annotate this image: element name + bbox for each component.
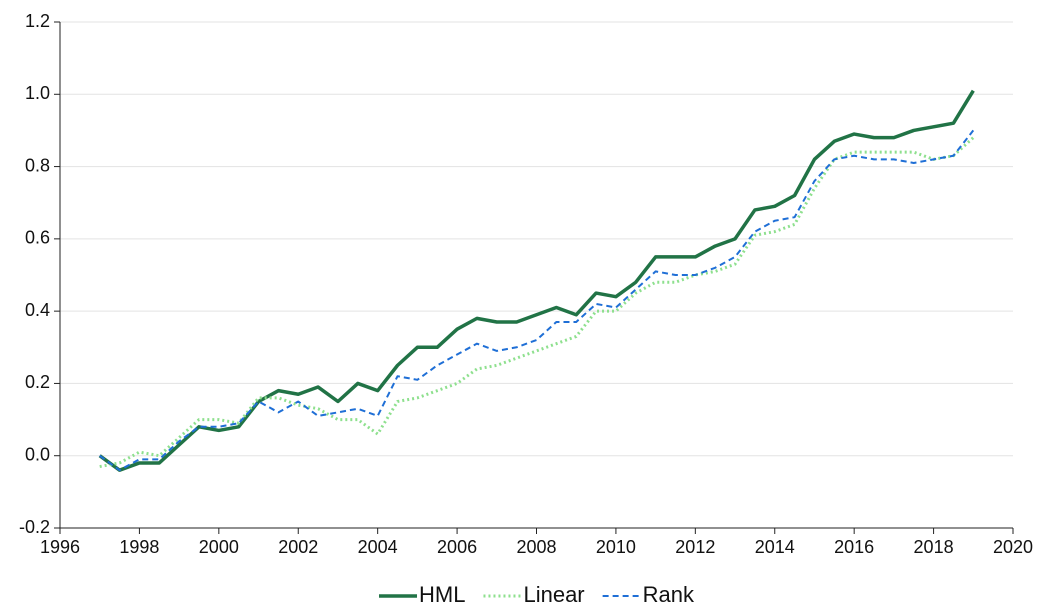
legend-label: Linear bbox=[523, 582, 584, 607]
x-tick-label: 2000 bbox=[199, 537, 239, 557]
y-tick-label: 0.6 bbox=[25, 228, 50, 248]
x-tick-label: 1998 bbox=[119, 537, 159, 557]
x-tick-label: 2002 bbox=[278, 537, 318, 557]
x-tick-label: 2014 bbox=[755, 537, 795, 557]
x-tick-label: 2018 bbox=[914, 537, 954, 557]
x-tick-label: 2012 bbox=[675, 537, 715, 557]
x-tick-label: 2008 bbox=[516, 537, 556, 557]
legend: HML Linear Rank bbox=[379, 582, 695, 607]
y-tick-label: 0.0 bbox=[25, 444, 50, 464]
x-tick-label: 2004 bbox=[358, 537, 398, 557]
y-tick-label: 1.2 bbox=[25, 11, 50, 31]
series-line bbox=[98, 89, 975, 472]
series-line bbox=[99, 136, 975, 469]
legend-label: HML bbox=[419, 582, 465, 607]
x-tick-label: 2016 bbox=[834, 537, 874, 557]
x-tick-label: 2010 bbox=[596, 537, 636, 557]
series-line bbox=[99, 129, 975, 472]
x-tick-label: 2006 bbox=[437, 537, 477, 557]
legend-label: Rank bbox=[643, 582, 695, 607]
y-tick-label: -0.2 bbox=[19, 517, 50, 537]
y-tick-label: 0.8 bbox=[25, 155, 50, 175]
y-tick-label: 0.2 bbox=[25, 372, 50, 392]
y-tick-label: 0.4 bbox=[25, 300, 50, 320]
y-tick-label: 1.0 bbox=[25, 83, 50, 103]
x-tick-label: 2020 bbox=[993, 537, 1033, 557]
x-tick-label: 1996 bbox=[40, 537, 80, 557]
